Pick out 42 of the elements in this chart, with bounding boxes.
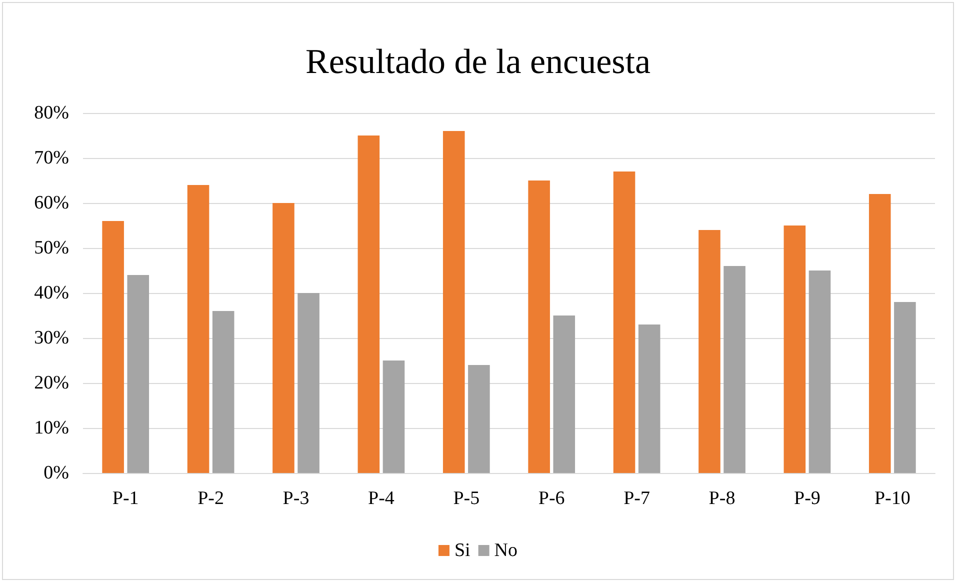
bar (868, 194, 891, 473)
y-tick-label: 60% (34, 192, 70, 214)
y-tick-label: 70% (34, 148, 70, 168)
y-tick-label: 0% (44, 462, 70, 484)
y-tick-label: 50% (34, 238, 70, 258)
bar (358, 136, 380, 473)
chart-title: Resultado de la encuesta (305, 42, 651, 81)
y-tick-label: 80% (34, 102, 70, 124)
y-tick-label: 20% (34, 372, 70, 394)
bar (212, 311, 234, 473)
bar (638, 324, 660, 473)
x-tick-label: P-8 (708, 488, 736, 509)
bar (102, 221, 124, 473)
bar (528, 180, 550, 473)
y-tick-label: 30% (34, 328, 70, 348)
bar (784, 226, 806, 473)
bar (442, 131, 465, 473)
bar (698, 230, 720, 473)
bar (553, 316, 576, 473)
bar (808, 270, 831, 473)
bar (298, 293, 320, 473)
bar (272, 203, 294, 473)
x-tick-label: P-10 (874, 488, 910, 509)
bar (613, 172, 636, 473)
y-tick-label: 40% (34, 282, 70, 304)
x-tick-label: P-9 (794, 488, 820, 509)
x-tick-label: P-3 (282, 488, 310, 509)
x-tick-label: P-7 (624, 488, 650, 509)
x-tick-label: P-6 (538, 488, 565, 509)
bar (187, 185, 210, 473)
x-tick-label: P-4 (368, 488, 395, 509)
y-tick-label: 10% (34, 418, 70, 438)
x-tick-label: P-1 (112, 488, 139, 509)
bar (894, 302, 916, 473)
x-tick-label: P-2 (198, 488, 224, 509)
legend-label: No (494, 540, 518, 561)
bar (724, 266, 746, 473)
bar (127, 275, 150, 473)
x-tick-label: P-5 (453, 488, 480, 509)
bar (468, 365, 490, 473)
legend-label: Si (454, 540, 470, 561)
bar (382, 360, 405, 473)
